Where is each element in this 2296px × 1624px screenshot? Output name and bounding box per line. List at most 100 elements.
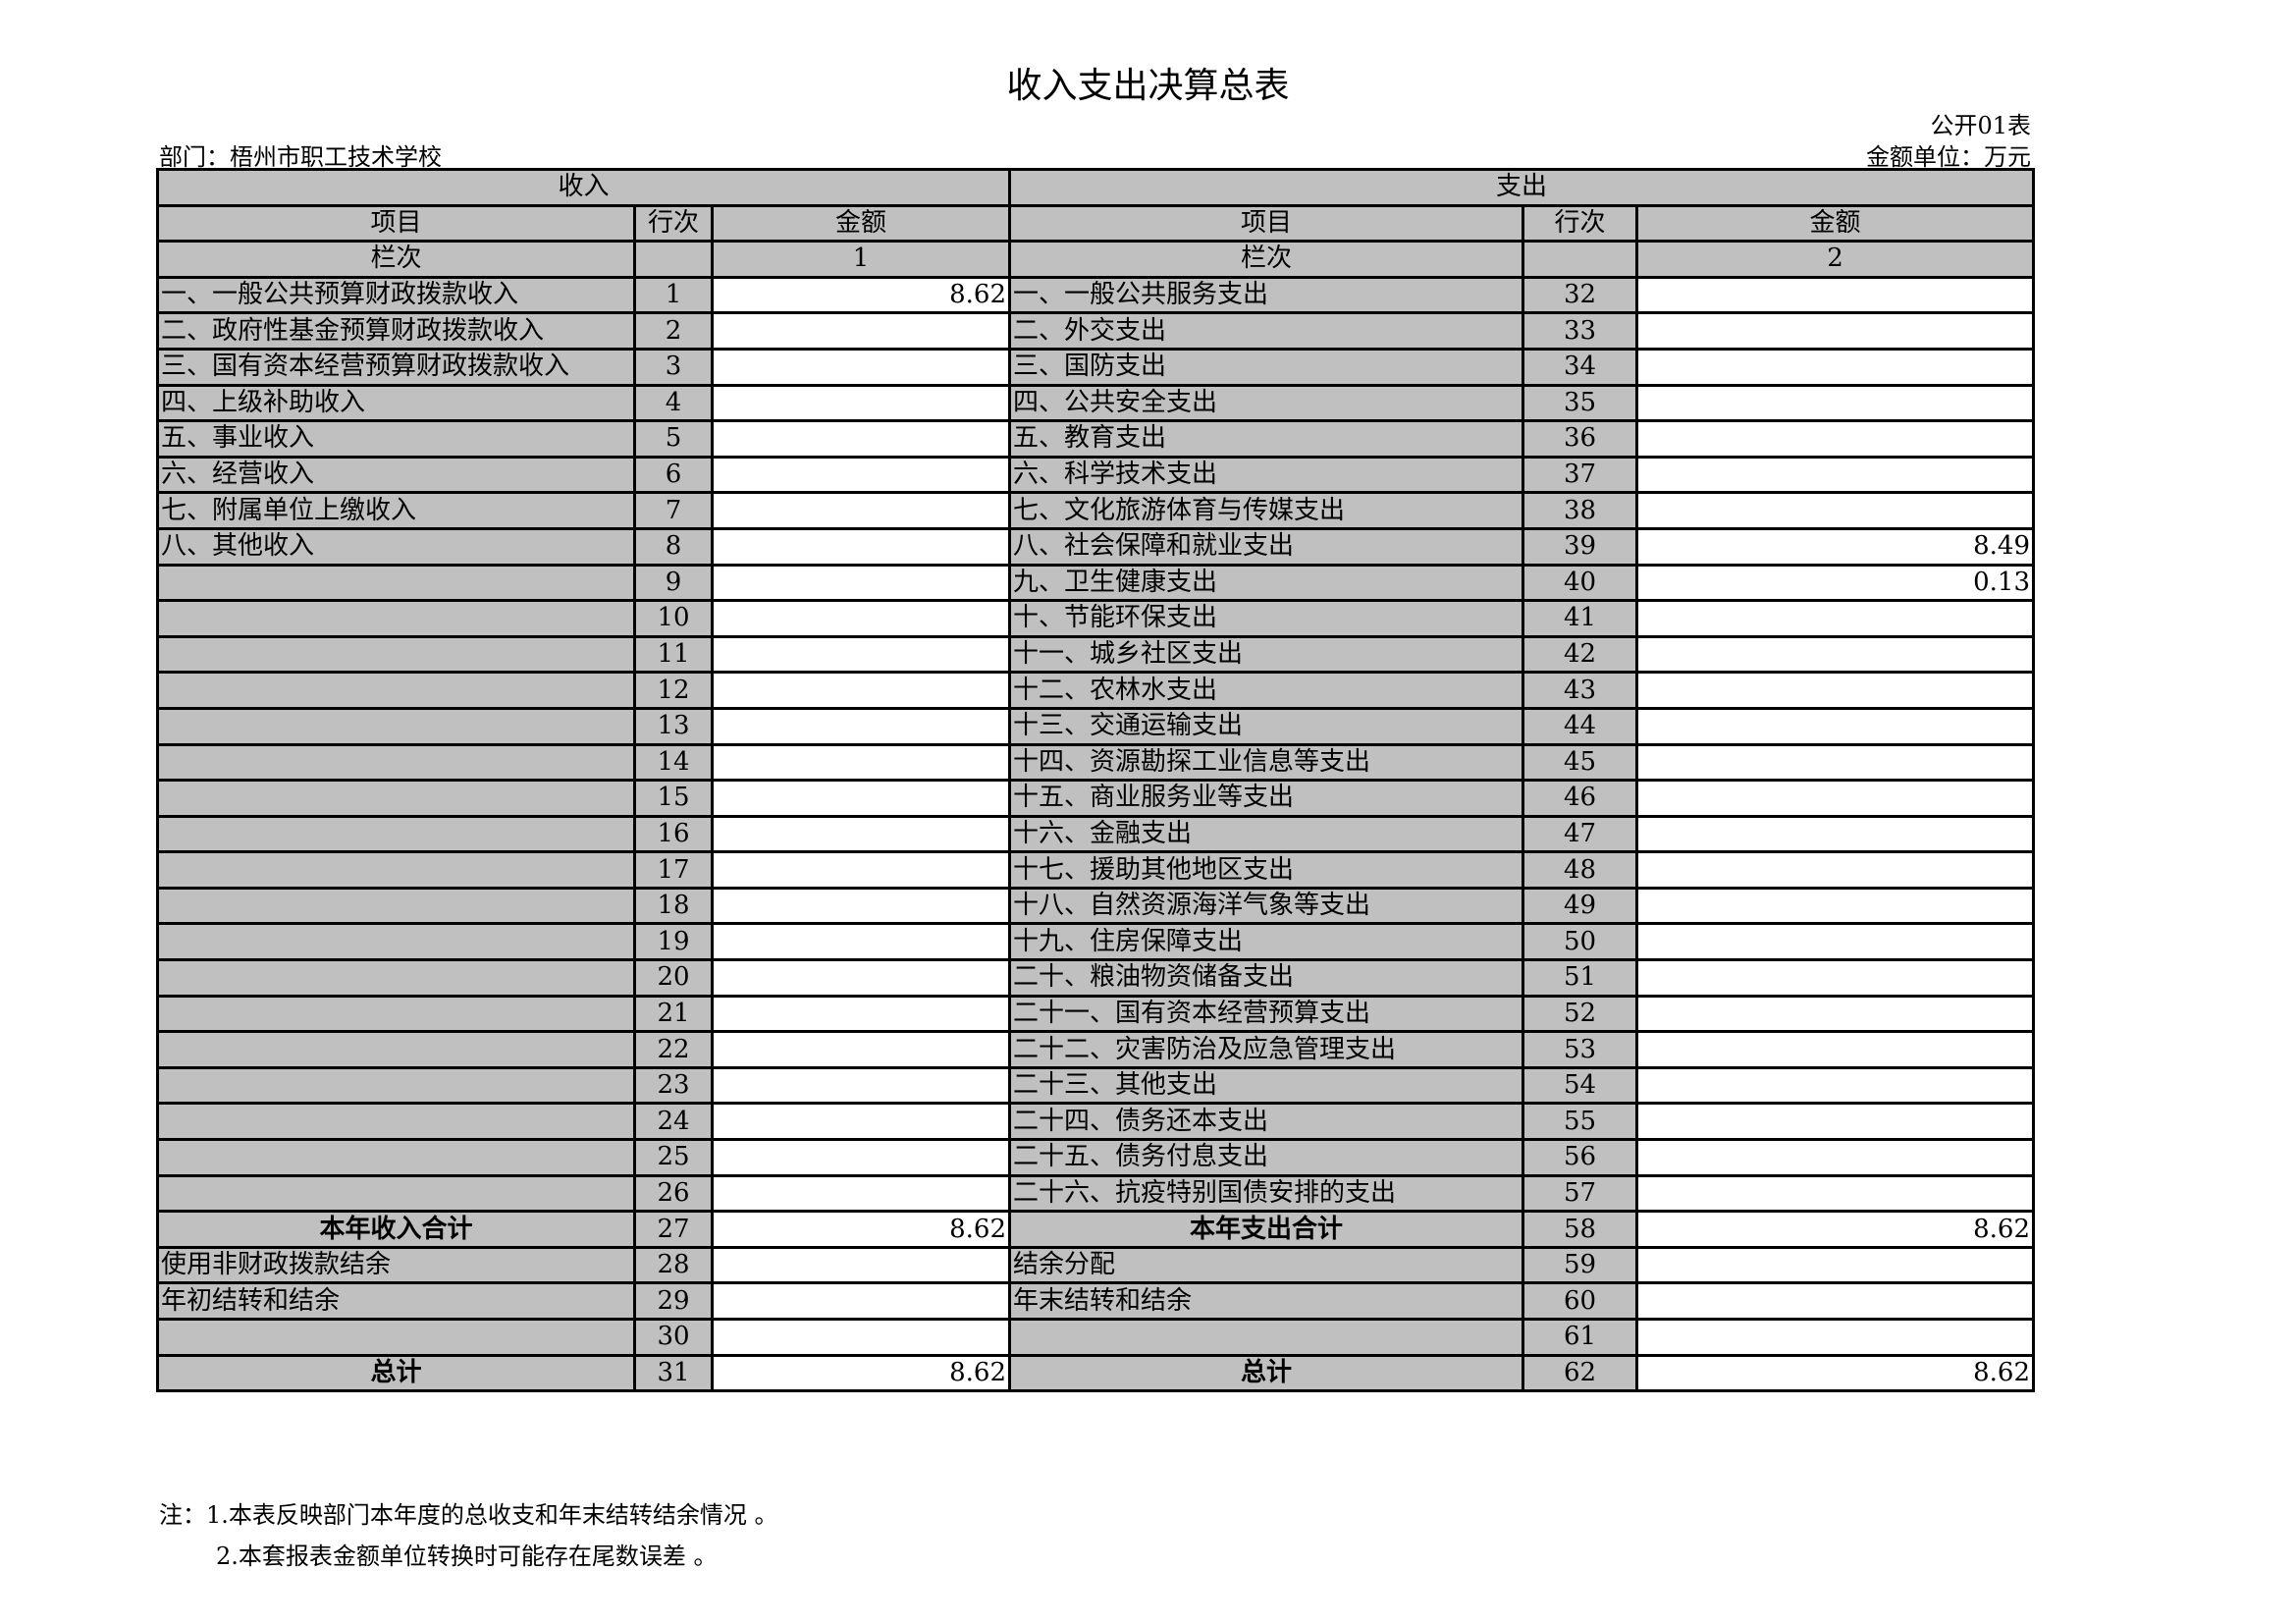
expense-line: 32 [1522,275,1638,315]
expense-amount [1635,347,2035,387]
expense-amount [1635,1281,2035,1321]
table-row: 11 十一、城乡社区支出 42 [156,634,2035,675]
column-number-row: 栏次 1 栏次 2 [156,240,2035,279]
table-row: 9 九、卫生健康支出 40 0.13 [156,563,2035,603]
expense-amount [1635,742,2035,783]
income-amount [711,1102,1011,1142]
income-amount [711,311,1011,351]
expense-amount [1635,994,2035,1034]
income-line: 26 [633,1173,714,1214]
expense-item: 十三、交通运输支出 [1008,706,1524,746]
table-row: 16 十六、金融支出 47 [156,814,2035,854]
table-row: 25 二十五、债务付息支出 56 [156,1138,2035,1177]
income-line: 7 [633,491,714,530]
income-item [156,1065,636,1106]
expense-item: 十八、自然资源海洋气象等支出 [1008,886,1524,926]
expense-line: 39 [1522,526,1638,567]
income-amount [711,958,1011,998]
income-amount [711,347,1011,387]
expense-line: 49 [1522,886,1638,926]
expense-column-number: 2 [1635,240,2035,279]
expense-item: 九、卫生健康支出 [1008,563,1524,603]
income-amount: 8.62 [711,1210,1011,1249]
income-amount [711,814,1011,854]
expense-column-label: 栏次 [1008,240,1524,279]
income-line: 1 [633,275,714,315]
expense-amount [1635,1065,2035,1106]
income-line: 25 [633,1138,714,1177]
income-item [156,599,636,638]
expense-item: 二十一、国有资本经营预算支出 [1008,994,1524,1034]
income-line: 30 [633,1318,714,1357]
expense-amount [1635,779,2035,818]
table-row: 22 二十二、灾害防治及应急管理支出 53 [156,1030,2035,1069]
note-1: 注：1.本表反映部门本年度的总收支和年末结转结余情况 。 [159,1501,778,1529]
income-amount [711,563,1011,603]
expense-item: 结余分配 [1008,1245,1524,1285]
expense-item: 二十二、灾害防治及应急管理支出 [1008,1030,1524,1069]
expense-line: 38 [1522,491,1638,530]
income-item [156,779,636,818]
table-row: 三、国有资本经营预算财政拨款收入 3 三、国防支出 34 [156,347,2035,387]
table-row: 30 61 [156,1318,2035,1357]
income-item: 年初结转和结余 [156,1281,636,1321]
income-line: 23 [633,1065,714,1106]
income-item: 使用非财政拨款结余 [156,1245,636,1285]
income-item: 三、国有资本经营预算财政拨款收入 [156,347,636,387]
income-amount [711,850,1011,890]
income-item: 二、政府性基金预算财政拨款收入 [156,311,636,351]
table-row: 年初结转和结余 29 年末结转和结余 60 [156,1281,2035,1321]
income-amount [711,599,1011,638]
income-amount [711,419,1011,459]
income-line: 17 [633,850,714,890]
income-amount [711,455,1011,495]
expense-item: 二十六、抗疫特别国债安排的支出 [1008,1173,1524,1214]
income-item [156,922,636,962]
table-row: 六、经营收入 6 六、科学技术支出 37 [156,455,2035,495]
expense-amount [1635,275,2035,315]
income-amount [711,491,1011,530]
expense-line: 54 [1522,1065,1638,1106]
expense-line: 41 [1522,599,1638,638]
expense-amount-header: 金额 [1635,203,2035,244]
table-row: 13 十三、交通运输支出 44 [156,706,2035,746]
expense-item [1008,1318,1524,1357]
income-item [156,814,636,854]
expense-line: 59 [1522,1245,1638,1285]
expense-amount [1635,455,2035,495]
income-header: 收入 [156,168,1011,207]
amount-unit: 金额单位：万元 [1866,143,2031,171]
income-item [156,1102,636,1142]
expense-item: 二十五、债务付息支出 [1008,1138,1524,1177]
income-line: 18 [633,886,714,926]
expense-line: 42 [1522,634,1638,675]
table-row: 本年收入合计 27 8.62 本年支出合计 58 8.62 [156,1210,2035,1249]
expense-amount: 8.49 [1635,526,2035,567]
income-line: 2 [633,311,714,351]
note-2: 2.本套报表金额单位转换时可能存在尾数误差 。 [216,1543,718,1570]
income-amount [711,526,1011,567]
expense-item: 年末结转和结余 [1008,1281,1524,1321]
income-amount [711,922,1011,962]
income-line: 5 [633,419,714,459]
expense-item: 总计 [1008,1353,1524,1393]
expense-line: 52 [1522,994,1638,1034]
expense-amount [1635,634,2035,675]
income-item [156,1030,636,1069]
income-amount: 8.62 [711,1353,1011,1393]
income-amount [711,1245,1011,1285]
section-header-row: 收入 支出 [156,168,2035,207]
income-line: 13 [633,706,714,746]
notes: 注：1.本表反映部门本年度的总收支和年末结转结余情况 。 2.本套报表金额单位转… [159,1494,778,1577]
income-amount-header: 金额 [711,203,1011,244]
expense-item: 十五、商业服务业等支出 [1008,779,1524,818]
income-item: 六、经营收入 [156,455,636,495]
expense-amount [1635,958,2035,998]
income-amount [711,634,1011,675]
income-item [156,886,636,926]
table-row: 四、上级补助收入 4 四、公共安全支出 35 [156,383,2035,423]
expense-line: 53 [1522,1030,1638,1069]
expense-item: 十四、资源勘探工业信息等支出 [1008,742,1524,783]
expense-amount [1635,814,2035,854]
expense-line: 57 [1522,1173,1638,1214]
